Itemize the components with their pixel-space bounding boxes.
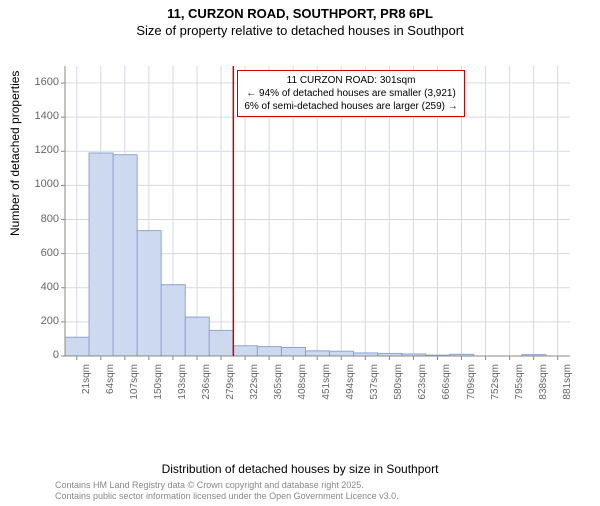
- x-tick-label: 193sqm: [177, 364, 188, 408]
- x-tick-label: 365sqm: [273, 364, 284, 408]
- x-tick-label: 709sqm: [466, 364, 477, 408]
- y-tick-label: 0: [27, 349, 59, 361]
- annotation-line-1: 11 CURZON ROAD: 301sqm: [244, 74, 457, 87]
- y-tick-label: 600: [27, 247, 59, 259]
- x-tick-label: 881sqm: [562, 364, 573, 408]
- chart-container: 11, CURZON ROAD, SOUTHPORT, PR8 6PL Size…: [0, 6, 600, 506]
- x-tick-label: 150sqm: [153, 364, 164, 408]
- annotation-line-2: ← 94% of detached houses are smaller (3,…: [244, 87, 457, 100]
- footer-line-2: Contains public sector information licen…: [55, 491, 399, 502]
- x-tick-label: 21sqm: [81, 364, 92, 408]
- x-tick-label: 795sqm: [514, 364, 525, 408]
- y-tick-label: 1400: [27, 110, 59, 122]
- y-tick-label: 1600: [27, 76, 59, 88]
- chart-area: 02004006008001000120014001600 21sqm64sqm…: [55, 56, 575, 416]
- x-tick-label: 494sqm: [345, 364, 356, 408]
- x-tick-label: 666sqm: [441, 364, 452, 408]
- x-tick-label: 537sqm: [369, 364, 380, 408]
- y-tick-label: 1200: [27, 144, 59, 156]
- annotation-line-3: 6% of semi-detached houses are larger (2…: [244, 100, 457, 113]
- y-axis-label: Number of detached properties: [8, 71, 22, 236]
- x-tick-label: 752sqm: [490, 364, 501, 408]
- page-subtitle: Size of property relative to detached ho…: [0, 23, 600, 38]
- y-tick-label: 200: [27, 315, 59, 327]
- y-tick-label: 1000: [27, 178, 59, 190]
- footer-line-1: Contains HM Land Registry data © Crown c…: [55, 480, 399, 491]
- x-tick-label: 623sqm: [417, 364, 428, 408]
- x-tick-label: 322sqm: [249, 364, 260, 408]
- page-title: 11, CURZON ROAD, SOUTHPORT, PR8 6PL: [0, 6, 600, 21]
- y-tick-label: 400: [27, 281, 59, 293]
- y-tick-label: 800: [27, 213, 59, 225]
- x-tick-label: 451sqm: [321, 364, 332, 408]
- x-tick-label: 64sqm: [105, 364, 116, 408]
- x-tick-label: 279sqm: [225, 364, 236, 408]
- x-tick-label: 236sqm: [201, 364, 212, 408]
- x-tick-label: 580sqm: [393, 364, 404, 408]
- x-tick-label: 838sqm: [538, 364, 549, 408]
- x-tick-label: 107sqm: [129, 364, 140, 408]
- annotation-box: 11 CURZON ROAD: 301sqm ← 94% of detached…: [237, 70, 464, 117]
- footer-attribution: Contains HM Land Registry data © Crown c…: [55, 480, 399, 502]
- x-axis-label: Distribution of detached houses by size …: [0, 462, 600, 476]
- x-tick-label: 408sqm: [297, 364, 308, 408]
